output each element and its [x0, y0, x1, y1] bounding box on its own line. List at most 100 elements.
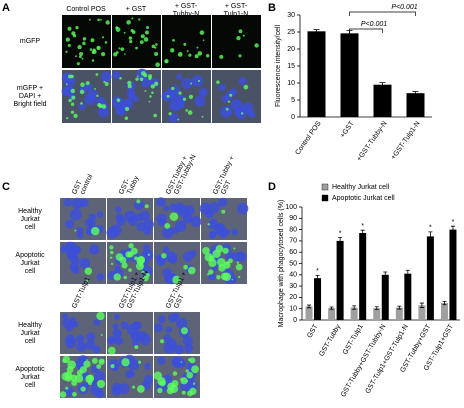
green-signal	[238, 275, 241, 279]
green-signal	[129, 39, 133, 44]
nucleus	[168, 113, 179, 123]
green-signal	[238, 29, 243, 34]
nucleus	[184, 344, 194, 353]
bar	[314, 278, 322, 320]
green-signal	[187, 266, 196, 275]
x-tick-label: +GST	[339, 120, 356, 140]
nucleus	[71, 266, 80, 274]
green-signal	[236, 36, 241, 41]
green-signal	[70, 110, 75, 114]
green-signal	[70, 88, 76, 94]
nucleus	[85, 340, 96, 350]
y-tick-label: 50	[289, 260, 297, 267]
nucleus	[141, 265, 153, 278]
green-signal	[188, 94, 194, 100]
green-signal	[148, 100, 151, 103]
error-bar	[412, 91, 419, 96]
nucleus	[88, 244, 100, 255]
green-signal	[197, 51, 203, 56]
green-signal	[130, 28, 134, 33]
green-signal	[67, 43, 71, 47]
nucleus	[225, 251, 235, 261]
green-signal	[149, 95, 152, 98]
green-signal	[172, 371, 178, 376]
green-signal	[225, 107, 229, 111]
green-signal	[66, 116, 69, 120]
green-signal	[70, 102, 75, 107]
y-tick-label: 5	[291, 97, 295, 104]
green-signal	[88, 18, 91, 21]
green-signal	[128, 268, 132, 272]
green-signal	[205, 53, 210, 58]
nucleus	[106, 226, 119, 239]
green-signal	[159, 380, 166, 387]
green-signal	[76, 62, 80, 66]
bar	[328, 308, 336, 320]
x-tick-label: +GST-Tubby-N	[356, 120, 389, 163]
x-tick-label: +GST-Tulp1-N	[390, 120, 422, 161]
green-signal	[143, 73, 148, 78]
green-signal	[90, 226, 100, 236]
row-label: Jurkat	[20, 374, 39, 381]
nucleus	[233, 252, 243, 262]
green-signal	[155, 43, 158, 46]
green-signal	[177, 118, 180, 121]
nucleus	[121, 98, 133, 111]
y-tick-label: 0	[291, 114, 295, 121]
green-signal	[187, 390, 193, 397]
green-signal	[85, 374, 94, 384]
bar	[305, 306, 313, 320]
annotation: P<0.001	[361, 21, 387, 28]
nucleus	[63, 197, 72, 207]
row-label: cell	[25, 338, 36, 345]
annotation: P<0.001	[391, 4, 417, 11]
green-signal	[168, 112, 172, 116]
green-signal	[254, 43, 259, 48]
micrograph	[112, 15, 161, 68]
green-signal	[80, 102, 83, 105]
legend-label: Apoptotic Jurkat cell	[332, 195, 395, 202]
green-signal	[65, 83, 68, 86]
green-signal	[183, 264, 188, 270]
nucleus	[175, 317, 188, 329]
green-signal	[68, 98, 72, 103]
error-bar	[428, 231, 433, 242]
significance-star: *	[339, 230, 342, 237]
green-signal	[243, 84, 249, 90]
error-bar	[374, 306, 379, 310]
nucleus	[172, 356, 184, 369]
bar	[449, 229, 457, 320]
nucleus	[127, 359, 140, 371]
green-signal	[139, 40, 144, 45]
nucleus	[112, 328, 122, 339]
nucleus	[94, 370, 106, 382]
nucleus	[175, 73, 183, 80]
green-signal	[235, 263, 243, 271]
nucleus	[208, 202, 220, 214]
green-signal	[74, 374, 84, 383]
green-signal	[128, 36, 133, 40]
y-tick-label: 25	[287, 29, 295, 36]
green-signal	[105, 20, 110, 25]
green-signal	[160, 339, 165, 344]
green-signal	[110, 364, 115, 369]
green-signal	[180, 361, 183, 363]
green-signal	[236, 261, 240, 264]
green-signal	[86, 359, 88, 361]
column-label: + GST-	[175, 3, 198, 10]
significance-star: *	[361, 223, 364, 230]
panel-letter: B	[268, 2, 276, 14]
green-signal	[140, 34, 145, 39]
green-signal	[164, 60, 168, 63]
green-signal	[118, 47, 121, 50]
green-signal	[80, 82, 85, 87]
bar	[350, 307, 358, 320]
bar	[336, 240, 344, 320]
green-signal	[164, 223, 171, 229]
green-signal	[128, 243, 134, 249]
nucleus	[109, 336, 117, 344]
green-signal	[231, 278, 234, 281]
green-signal	[96, 379, 106, 389]
green-signal	[85, 81, 90, 86]
row-label: Bright field	[13, 101, 46, 108]
